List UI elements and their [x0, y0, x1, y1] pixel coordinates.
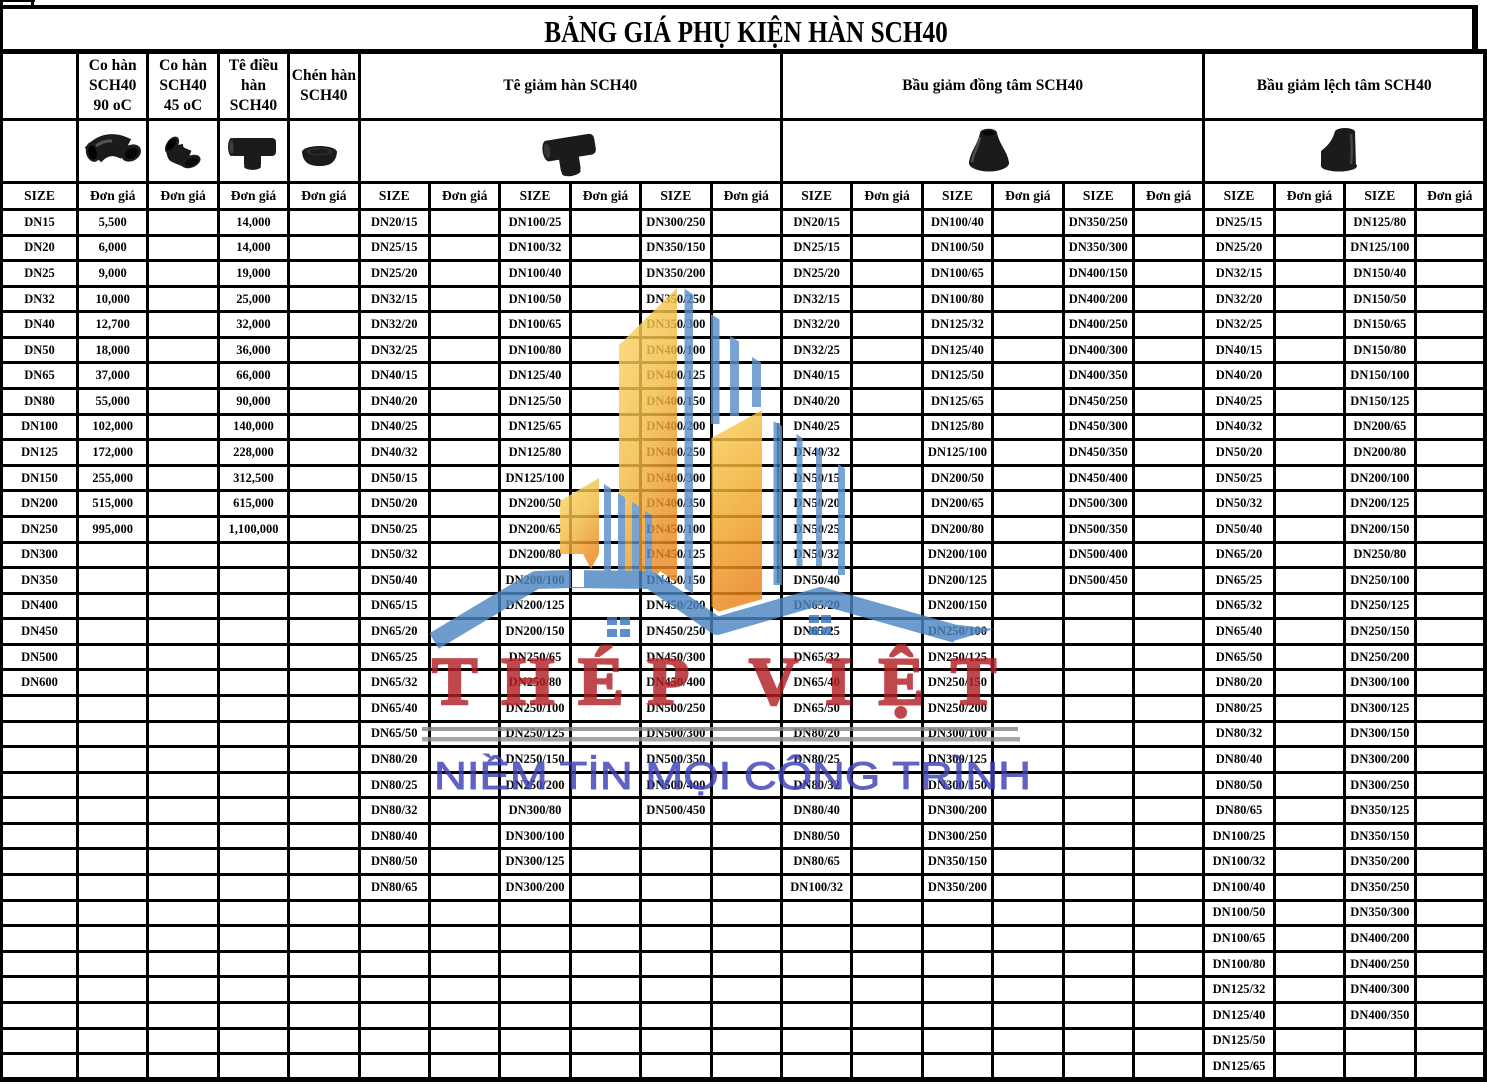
svg-text:VIỆT: VIỆT: [749, 643, 1023, 719]
svg-text:NIỀM TİN MỌI CÔNG TRÌNH: NIỀM TİN MỌI CÔNG TRÌNH: [434, 754, 1031, 798]
svg-text:THÉP: THÉP: [432, 643, 713, 719]
